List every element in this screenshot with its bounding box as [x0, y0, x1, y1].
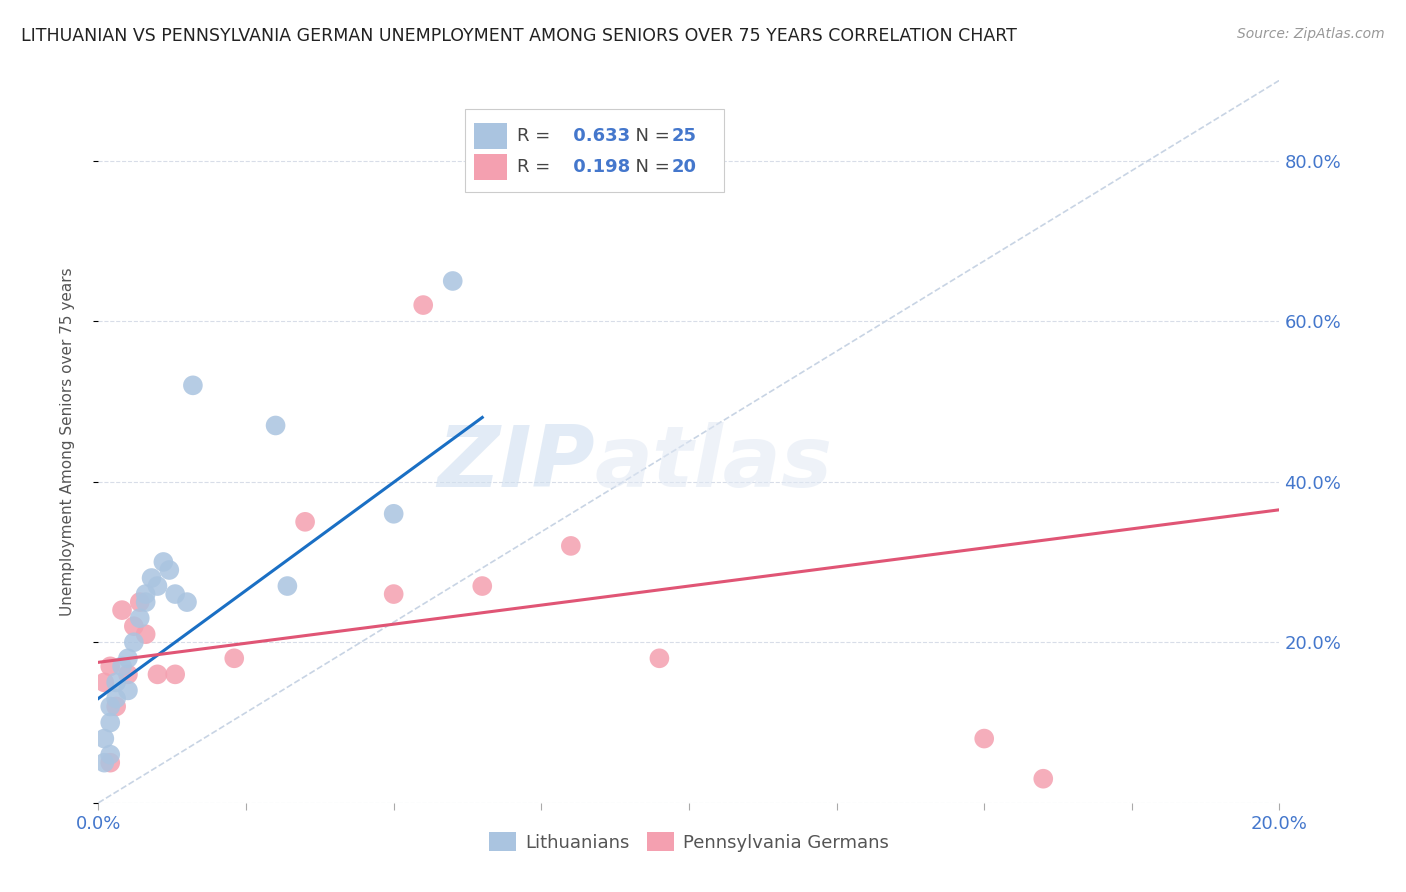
- Point: [152, 555, 174, 569]
- Text: 20: 20: [671, 159, 696, 177]
- Point: [117, 651, 139, 665]
- FancyBboxPatch shape: [474, 154, 508, 180]
- Text: N =: N =: [624, 127, 675, 145]
- Point: [98, 747, 121, 762]
- Text: 0.198: 0.198: [567, 159, 630, 177]
- Point: [382, 587, 405, 601]
- Point: [122, 635, 145, 649]
- Text: atlas: atlas: [595, 422, 832, 505]
- Point: [146, 579, 169, 593]
- Point: [135, 627, 157, 641]
- Y-axis label: Unemployment Among Seniors over 75 years: Unemployment Among Seniors over 75 years: [60, 268, 75, 615]
- Point: [93, 756, 115, 770]
- Text: 25: 25: [671, 127, 696, 145]
- Point: [382, 507, 405, 521]
- Text: R =: R =: [516, 159, 555, 177]
- Point: [98, 659, 121, 673]
- Text: ZIP: ZIP: [437, 422, 595, 505]
- Point: [146, 667, 169, 681]
- Point: [973, 731, 995, 746]
- Point: [105, 699, 128, 714]
- Text: LITHUANIAN VS PENNSYLVANIA GERMAN UNEMPLOYMENT AMONG SENIORS OVER 75 YEARS CORRE: LITHUANIAN VS PENNSYLVANIA GERMAN UNEMPL…: [21, 27, 1017, 45]
- FancyBboxPatch shape: [464, 109, 724, 193]
- Point: [1032, 772, 1054, 786]
- Point: [117, 683, 139, 698]
- Point: [441, 274, 464, 288]
- Text: N =: N =: [624, 159, 675, 177]
- Point: [165, 587, 187, 601]
- Point: [105, 691, 128, 706]
- Point: [93, 675, 115, 690]
- Text: 0.633: 0.633: [567, 127, 630, 145]
- FancyBboxPatch shape: [474, 123, 508, 149]
- Point: [157, 563, 180, 577]
- Point: [128, 611, 150, 625]
- Legend: Lithuanians, Pennsylvania Germans: Lithuanians, Pennsylvania Germans: [481, 825, 897, 859]
- Text: Source: ZipAtlas.com: Source: ZipAtlas.com: [1237, 27, 1385, 41]
- Point: [412, 298, 434, 312]
- Point: [648, 651, 671, 665]
- Point: [471, 579, 494, 593]
- Point: [264, 418, 287, 433]
- Point: [98, 699, 121, 714]
- Text: R =: R =: [516, 127, 555, 145]
- Point: [98, 715, 121, 730]
- Point: [141, 571, 163, 585]
- Point: [181, 378, 204, 392]
- Point: [122, 619, 145, 633]
- Point: [93, 731, 115, 746]
- Point: [135, 595, 157, 609]
- Point: [276, 579, 298, 593]
- Point: [128, 595, 150, 609]
- Point: [111, 603, 134, 617]
- Point: [105, 675, 128, 690]
- Point: [135, 587, 157, 601]
- Point: [176, 595, 198, 609]
- Point: [165, 667, 187, 681]
- Point: [98, 756, 121, 770]
- Point: [117, 667, 139, 681]
- Point: [560, 539, 582, 553]
- Point: [224, 651, 246, 665]
- Point: [294, 515, 316, 529]
- Point: [111, 659, 134, 673]
